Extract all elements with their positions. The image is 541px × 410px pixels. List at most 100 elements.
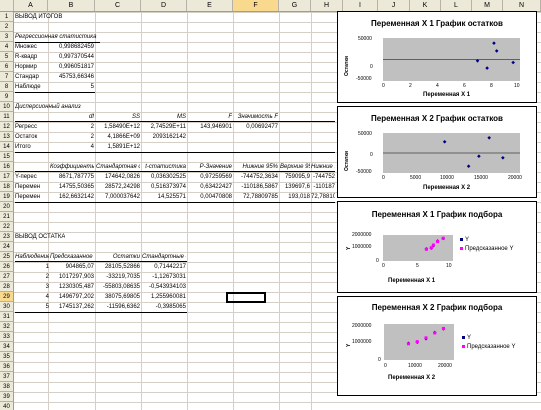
coef-header[interactable]: P-Значение: [199, 164, 232, 170]
anova-f[interactable]: 143,946901: [200, 124, 232, 130]
resid-cell[interactable]: 28105,52866: [104, 264, 140, 270]
coef-label[interactable]: Перемен: [15, 194, 41, 200]
column-header-f[interactable]: F: [233, 0, 279, 11]
coef-header[interactable]: t-статистика: [145, 164, 186, 170]
coef-cell[interactable]: 14,525571: [157, 194, 186, 200]
row-header-20[interactable]: 20: [0, 202, 14, 212]
row-header-5[interactable]: 5: [0, 52, 14, 62]
data-point[interactable]: [466, 164, 471, 168]
coef-cell[interactable]: 72,78809785: [242, 194, 278, 200]
coef-cell[interactable]: 0,97259569: [200, 174, 232, 180]
resid-header[interactable]: Остатки: [112, 254, 140, 260]
coef-cell[interactable]: 174642,0826: [104, 174, 140, 180]
cell-a3[interactable]: Регрессионная статистика: [15, 32, 100, 43]
predicted-point[interactable]: [424, 247, 428, 251]
anova-header[interactable]: MS: [177, 114, 186, 120]
resid-cell[interactable]: -1,12673031: [152, 274, 186, 280]
resid-cell[interactable]: 1,255960081: [150, 294, 186, 300]
row-header-16[interactable]: 16: [0, 162, 14, 172]
predicted-point[interactable]: [424, 336, 428, 340]
row-header-12[interactable]: 12: [0, 122, 14, 132]
data-point[interactable]: [494, 49, 499, 53]
coef-cell[interactable]: 193,018: [288, 194, 310, 200]
resid-cell[interactable]: 0,71442217: [154, 264, 186, 270]
resid-cell[interactable]: 2: [45, 274, 49, 280]
predicted-point[interactable]: [436, 240, 440, 243]
row-header-25[interactable]: 25: [0, 252, 14, 262]
chart-x2-residuals[interactable]: Переменная X 2 График остатков Остатки 5…: [337, 106, 537, 198]
column-header-a[interactable]: A: [14, 0, 48, 11]
coef-cell[interactable]: -110186,5867: [241, 184, 278, 190]
stats-label[interactable]: Стандар: [15, 74, 39, 80]
row-header-33[interactable]: 33: [0, 332, 14, 342]
anova-header[interactable]: Значимость F: [237, 114, 278, 120]
stats-value[interactable]: 0,997370544: [58, 54, 94, 60]
stats-label[interactable]: Множес: [15, 44, 37, 50]
coef-header[interactable]: Нижние 95,0%: [311, 164, 335, 170]
anova-header[interactable]: SS: [131, 114, 140, 120]
row-header-17[interactable]: 17: [0, 172, 14, 182]
row-header-35[interactable]: 35: [0, 352, 14, 362]
chart-x2-fit[interactable]: Переменная X 2 График подбора Y 2000000 …: [337, 296, 537, 396]
row-header-3[interactable]: 3: [0, 32, 14, 42]
coef-cell[interactable]: 8671,787775: [58, 174, 94, 180]
coef-label[interactable]: Перемен: [15, 184, 41, 190]
resid-header[interactable]: Стандартные остатки: [142, 254, 186, 260]
anova-ss[interactable]: 1,58490E+12: [104, 124, 140, 130]
predicted-point[interactable]: [415, 340, 419, 344]
row-header-39[interactable]: 39: [0, 392, 14, 402]
stats-label[interactable]: Нормир: [15, 64, 37, 70]
column-header-n[interactable]: N: [503, 0, 541, 11]
row-header-24[interactable]: 24: [0, 242, 14, 252]
coef-cell[interactable]: 0,00470808: [200, 194, 232, 200]
resid-cell[interactable]: 4: [45, 294, 49, 300]
column-header-d[interactable]: D: [141, 0, 187, 11]
coef-cell[interactable]: 7,000037642: [104, 194, 140, 200]
anova-sig[interactable]: 0,00692477: [246, 124, 278, 130]
resid-cell[interactable]: -11596,6362: [106, 304, 140, 310]
row-header-31[interactable]: 31: [0, 312, 14, 322]
resid-header[interactable]: Предсказанное Y: [50, 254, 94, 260]
data-point[interactable]: [511, 60, 515, 65]
row-header-15[interactable]: 15: [0, 152, 14, 162]
row-header-2[interactable]: 2: [0, 22, 14, 32]
stats-value[interactable]: 45753,66346: [58, 74, 94, 80]
data-point[interactable]: [485, 66, 489, 70]
coef-header[interactable]: Стандартная ош: [96, 164, 140, 170]
row-header-23[interactable]: 23: [0, 232, 14, 242]
anova-ms[interactable]: 2,74529E+11: [150, 124, 186, 130]
coef-cell[interactable]: 0,036302525: [150, 174, 186, 180]
corner-select-all[interactable]: [0, 0, 14, 11]
row-header-38[interactable]: 38: [0, 382, 14, 392]
row-header-34[interactable]: 34: [0, 342, 14, 352]
anova-ss[interactable]: 1,5891E+12: [107, 144, 140, 150]
anova-label[interactable]: Итого: [15, 144, 31, 150]
coef-header[interactable]: Коэффициенты: [50, 164, 94, 170]
stats-value[interactable]: 0,996051817: [58, 64, 94, 70]
data-point[interactable]: [492, 41, 496, 45]
column-header-h[interactable]: H: [311, 0, 343, 11]
stats-label[interactable]: Наблюде: [15, 84, 41, 90]
anova-header[interactable]: df: [88, 114, 94, 120]
column-header-i[interactable]: I: [343, 0, 378, 11]
row-header-26[interactable]: 26: [0, 262, 14, 272]
cell-a1[interactable]: ВЫВОД ИТОГОВ: [15, 14, 63, 20]
column-header-j[interactable]: J: [378, 0, 410, 11]
row-header-11[interactable]: 11: [0, 112, 14, 122]
coef-cell[interactable]: 759095,9: [284, 174, 310, 180]
resid-cell[interactable]: 5: [45, 304, 49, 310]
row-header-28[interactable]: 28: [0, 282, 14, 292]
predicted-point[interactable]: [431, 243, 435, 247]
column-header-b[interactable]: B: [48, 0, 95, 11]
data-point[interactable]: [487, 136, 491, 140]
row-header-4[interactable]: 4: [0, 42, 14, 52]
resid-cell[interactable]: 3: [45, 284, 49, 290]
coef-cell[interactable]: 0,516373974: [150, 184, 186, 190]
resid-cell[interactable]: -55803,08635: [102, 284, 140, 290]
column-header-k[interactable]: K: [410, 0, 441, 11]
anova-header[interactable]: F: [228, 114, 232, 120]
row-header-27[interactable]: 27: [0, 272, 14, 282]
resid-cell[interactable]: 38075,69805: [104, 294, 140, 300]
row-header-32[interactable]: 32: [0, 322, 14, 332]
coef-cell[interactable]: 139697,6: [284, 184, 310, 190]
